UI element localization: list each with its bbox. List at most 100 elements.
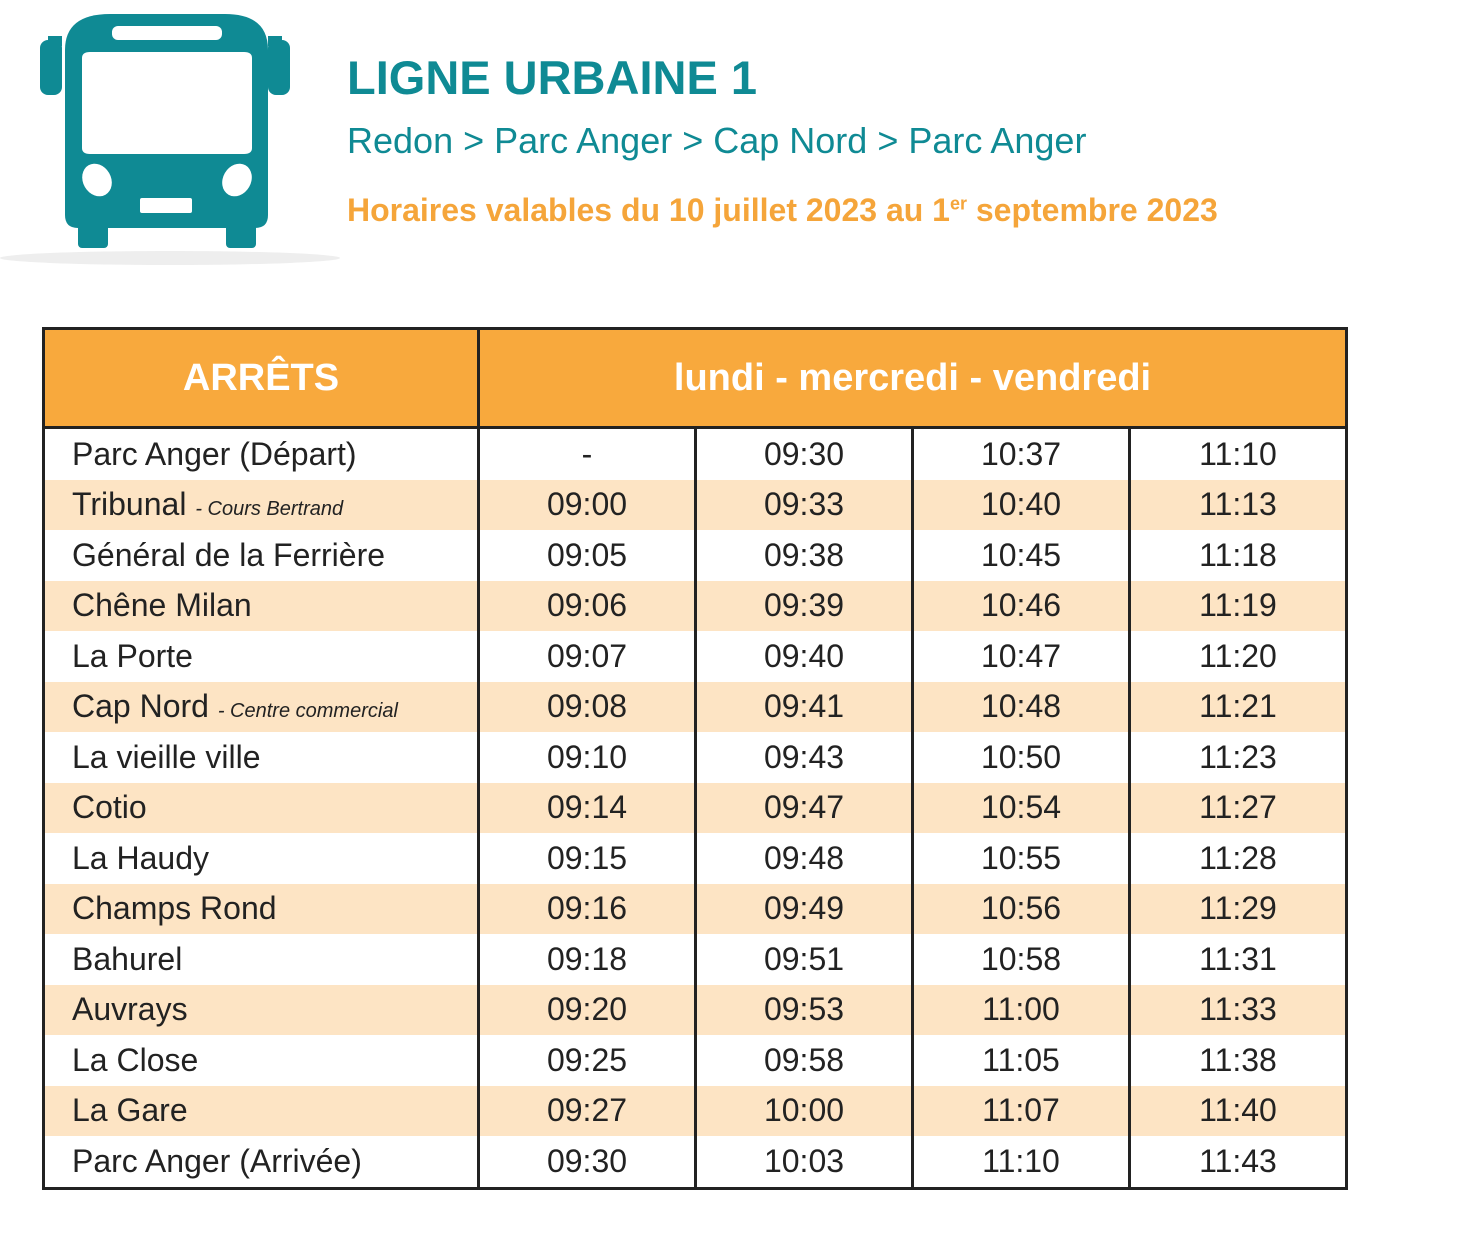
time-cell: 09:39: [694, 580, 913, 631]
time-cell: 09:43: [694, 732, 913, 783]
stop-cell: Parc Anger (Arrivée): [42, 1136, 479, 1188]
time-cell: 11:43: [1128, 1136, 1347, 1188]
stop-name: La Close: [72, 1041, 199, 1078]
time-cell: 10:50: [911, 732, 1130, 783]
stop-note: - Centre commercial: [217, 700, 398, 723]
stop-name: Général de la Ferrière: [72, 536, 386, 573]
validity-text: Horaires valables du 10 juillet 2023 au …: [347, 192, 950, 228]
time-cell: 10:55: [911, 833, 1130, 884]
stop-name: La Porte: [72, 637, 193, 674]
time-cell: 10:54: [911, 782, 1130, 833]
stop-name: La Haudy: [72, 839, 209, 876]
time-cell: 09:08: [477, 681, 696, 732]
time-cell: 09:41: [694, 681, 913, 732]
time-cell: 09:07: [477, 631, 696, 682]
title: LIGNE URBAINE 1: [347, 51, 757, 104]
time-cell: 10:58: [911, 934, 1130, 985]
validity: Horaires valables du 10 juillet 2023 au …: [347, 192, 1218, 229]
time-cell: 11:00: [911, 984, 1130, 1035]
time-cell: 09:20: [477, 984, 696, 1035]
time-cell: 09:14: [477, 782, 696, 833]
time-cell: 09:40: [694, 631, 913, 682]
time-cell: 09:10: [477, 732, 696, 783]
time-cell: 11:21: [1128, 681, 1347, 732]
row: Auvrays 09:20 09:53 11:00 11:33: [42, 984, 1347, 1035]
time-cell: 09:27: [477, 1085, 696, 1136]
time-cell: 09:51: [694, 934, 913, 985]
row: La Haudy 09:15 09:48 10:55 11:28: [42, 833, 1347, 884]
row: La Gare 09:27 10:00 11:07 11:40: [42, 1085, 1347, 1136]
time-cell: 10:40: [911, 479, 1130, 530]
time-cell: 09:53: [694, 984, 913, 1035]
time-cell: 09:49: [694, 883, 913, 934]
time-cell: 11:10: [911, 1136, 1130, 1188]
stop-name: Parc Anger (Départ): [72, 435, 357, 472]
row: Cap Nord - Centre commercial 09:08 09:41 10…: [42, 681, 1347, 732]
time-cell: 09:30: [477, 1136, 696, 1188]
time-cell: 09:18: [477, 934, 696, 985]
stop-cell: Champs Rond: [42, 883, 479, 934]
row: Bahurel 09:18 09:51 10:58 11:31: [42, 934, 1347, 985]
row: Chêne Milan 09:06 09:39 10:46 11:19: [42, 580, 1347, 631]
time-cell: 10:56: [911, 883, 1130, 934]
time-cell: 10:45: [911, 530, 1130, 581]
time-cell: -: [477, 427, 696, 480]
time-cell: 11:18: [1128, 530, 1347, 581]
header-row: ARRÊTS lundi - mercredi - vendredi: [42, 327, 1348, 429]
time-cell: 09:15: [477, 833, 696, 884]
time-cell: 11:27: [1128, 782, 1347, 833]
stop-name: La vieille ville: [72, 738, 261, 775]
time-cell: 10:48: [911, 681, 1130, 732]
row: Général de la Ferrière 09:05 09:38 10:45 11:…: [42, 530, 1347, 581]
time-cell: 11:29: [1128, 883, 1347, 934]
time-cell: 11:05: [911, 1035, 1130, 1086]
validity-sup: er: [949, 193, 967, 214]
stop-cell: Bahurel: [42, 934, 479, 985]
time-cell: 11:28: [1128, 833, 1347, 884]
stop-name: La Gare: [72, 1092, 188, 1129]
validity-text: septembre 2023: [966, 192, 1218, 228]
row: Parc Anger (Départ) -09:30 10:37 11:10: [42, 427, 1347, 480]
time-cell: 09:00: [477, 479, 696, 530]
stop-cell: Général de la Ferrière: [42, 530, 479, 581]
row: Cotio 09:14 09:47 10:54 11:27: [42, 782, 1347, 833]
row: La vieille ville 09:10 09:43 10:50 11:23: [42, 732, 1347, 783]
column-header: ARRÊTS: [42, 327, 480, 429]
row: La Porte 09:07 09:40 10:47 11:20: [42, 631, 1347, 682]
column-header: lundi - mercredi - vendredi: [477, 327, 1348, 429]
table-body: Parc Anger (Départ) - 09:30 10:37 11:10 Tribu…: [42, 427, 1347, 1188]
time-cell: 10:46: [911, 580, 1130, 631]
stop-note: - Cours Bertrand: [195, 498, 344, 521]
time-cell: 09:16: [477, 883, 696, 934]
time-cell: 09:38: [694, 530, 913, 581]
time-cell: 09:25: [477, 1035, 696, 1086]
stop-name: Cap Nord: [72, 688, 209, 725]
time-cell: 09:48: [694, 833, 913, 884]
time-cell: 11:38: [1128, 1035, 1347, 1086]
time-cell: 10:00: [694, 1085, 913, 1136]
time-cell: 09:06: [477, 580, 696, 631]
time-cell: 10:37: [911, 427, 1130, 480]
stop-name: Chêne Milan: [72, 587, 252, 624]
time-cell: 09:33: [694, 479, 913, 530]
time-cell: 10:03: [694, 1136, 913, 1188]
stop-cell: La Gare: [42, 1085, 479, 1136]
route: Redon > Parc Anger > Cap Nord > Parc Ang…: [347, 120, 1087, 161]
time-cell: 11:20: [1128, 631, 1347, 682]
stop-name: Champs Rond: [72, 890, 277, 927]
time-cell: 11:33: [1128, 984, 1347, 1035]
time-cell: 09:58: [694, 1035, 913, 1086]
time-cell: 11:07: [911, 1085, 1130, 1136]
stop-cell: Tribunal - Cours Bertrand: [42, 479, 479, 530]
time-cell: 09:05: [477, 530, 696, 581]
time-cell: 11:40: [1128, 1085, 1347, 1136]
timetable: ARRÊTS lundi - mercredi - vendredi Parc …: [42, 327, 1348, 1190]
stop-name: Auvrays: [72, 991, 188, 1028]
stop-name: Parc Anger (Arrivée): [72, 1142, 362, 1179]
row: La Close 09:25 09:58 11:05 11:38: [42, 1035, 1347, 1086]
row: Tribunal - Cours Bertrand 09:00 09:33 10:40…: [42, 479, 1347, 530]
stop-name: Tribunal: [72, 486, 187, 523]
stop-cell: La vieille ville: [42, 732, 479, 783]
stop-cell: Cotio: [42, 782, 479, 833]
